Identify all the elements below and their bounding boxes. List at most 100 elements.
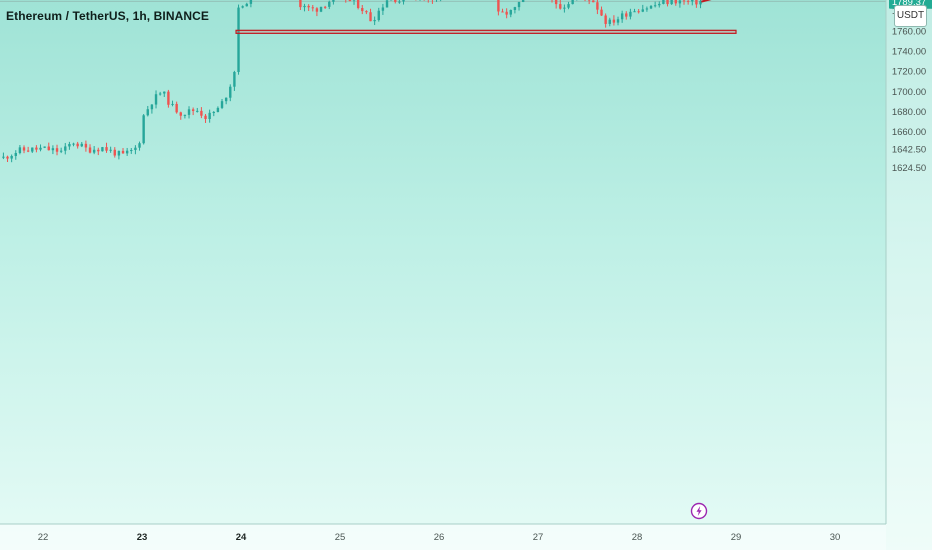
candle-down: [113, 149, 116, 156]
candle-up: [68, 143, 71, 147]
candle-down: [175, 103, 178, 113]
candle-up: [373, 20, 376, 22]
candle-down: [674, 0, 677, 4]
candle-down: [26, 150, 30, 152]
candle-up: [633, 11, 636, 13]
lightning-bolt: [696, 506, 702, 516]
candle-down: [559, 4, 562, 9]
candle-up: [521, 0, 525, 3]
candle-down: [501, 11, 504, 13]
candle-down: [592, 0, 595, 3]
x-tick-label: 30: [830, 532, 841, 543]
candle-up: [208, 112, 211, 120]
candle-up: [125, 150, 129, 154]
candle-down: [311, 7, 314, 9]
x-tick-label: 23: [137, 532, 148, 543]
candle-up: [224, 97, 228, 102]
candle-up: [678, 0, 682, 4]
candle-up: [142, 115, 145, 144]
candle-down: [35, 147, 38, 150]
candle-up: [608, 19, 611, 24]
candle-up: [237, 7, 240, 72]
candle-up: [154, 94, 158, 105]
candle-down: [369, 12, 372, 22]
x-tick-label: 29: [731, 532, 742, 543]
candle-up: [220, 101, 224, 108]
candle-up: [571, 0, 574, 5]
candle-down: [695, 0, 698, 5]
candle-up: [249, 0, 253, 4]
y-tick-label: 1700.00: [892, 87, 926, 98]
candle-up: [130, 150, 133, 152]
candle-up: [377, 10, 380, 21]
candle-down: [497, 0, 500, 12]
candle-up: [616, 19, 620, 23]
time-axis-panel: [0, 524, 886, 550]
candle-down: [356, 0, 360, 9]
y-tick-label: 1720.00: [892, 67, 926, 78]
candle-down: [596, 2, 599, 10]
candle-down: [299, 0, 302, 8]
candle-down: [365, 11, 368, 13]
candle-down: [97, 149, 100, 152]
currency-badge[interactable]: USDT: [894, 5, 927, 27]
candle-up: [196, 110, 199, 112]
candle-up: [109, 149, 112, 151]
candle-down: [105, 147, 108, 151]
candle-up: [138, 143, 141, 148]
candle-down: [612, 19, 616, 23]
candle-up: [691, 0, 694, 2]
candle-up: [645, 8, 649, 10]
candle-up: [563, 7, 566, 9]
candle-down: [361, 8, 364, 12]
candle-up: [51, 148, 55, 151]
candle-down: [84, 143, 88, 148]
candle-up: [59, 150, 63, 152]
x-tick-label: 28: [632, 532, 643, 543]
candle-up: [171, 103, 174, 105]
candle-up: [43, 146, 46, 148]
candle-up: [212, 112, 215, 114]
candle-up: [10, 155, 13, 159]
candle-up: [92, 149, 96, 153]
candle-down: [323, 6, 327, 8]
candle-up: [303, 5, 306, 8]
symbol-title: Ethereum / TetherUS, 1h, BINANCE: [6, 9, 210, 23]
candle-down: [394, 0, 397, 2]
candle-down: [204, 115, 207, 120]
candle-up: [398, 1, 401, 3]
candle-up: [567, 4, 570, 8]
y-tick-label: 1642.50: [892, 145, 926, 156]
candle-up: [513, 7, 517, 10]
candle-up: [233, 71, 236, 87]
candle-down: [348, 0, 352, 1]
candle-up: [18, 147, 22, 153]
candle-up: [517, 2, 521, 8]
x-tick-label: 24: [236, 532, 247, 543]
candle-down: [682, 0, 686, 2]
candle-down: [625, 13, 628, 17]
candle-down: [191, 109, 195, 112]
candle-up: [117, 150, 121, 156]
candle-down: [637, 11, 640, 13]
candle-up: [653, 5, 657, 7]
y-tick-label: 1660.00: [892, 127, 926, 138]
candle-up: [2, 156, 5, 158]
candle-down: [88, 147, 92, 153]
candle-up: [146, 109, 149, 116]
candle-up: [381, 7, 385, 11]
candle-up: [509, 9, 512, 15]
candle-up: [319, 6, 323, 12]
candle-up: [163, 91, 166, 94]
candle-up: [332, 0, 335, 2]
candle-up: [620, 13, 624, 20]
candle-down: [505, 11, 508, 15]
candle-down: [179, 112, 182, 116]
candle-up: [216, 107, 220, 113]
y-tick-label: 1624.50: [892, 163, 926, 174]
candle-up: [649, 6, 653, 9]
support-zone: [235, 29, 737, 34]
candle-up: [80, 143, 83, 147]
